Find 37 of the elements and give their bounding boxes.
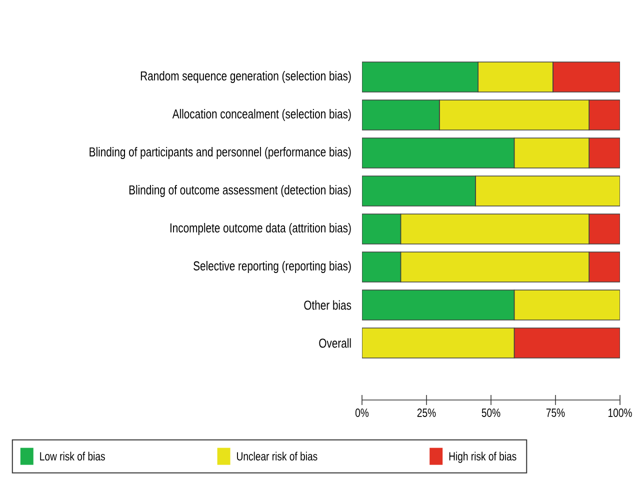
- y-tick-label: Selective reporting (reporting bias): [194, 260, 351, 274]
- bar: [514, 328, 620, 358]
- bar: [588, 252, 620, 282]
- bar: [475, 176, 620, 206]
- bar: [514, 138, 590, 168]
- y-tick-label: Incomplete outcome data (attrition bias): [170, 222, 351, 236]
- legend-label: High risk of bias: [449, 452, 516, 463]
- y-tick-label: Allocation concealment (selection bias): [172, 108, 351, 122]
- legend-label: Low risk of bias: [40, 452, 105, 461]
- y-tick-label: Other bias: [304, 300, 352, 310]
- bar: [362, 252, 402, 282]
- bar: [588, 138, 620, 168]
- bar: [400, 214, 590, 244]
- bar: [400, 252, 590, 282]
- bar: [362, 176, 476, 206]
- bar: [362, 62, 478, 92]
- bar: [588, 100, 620, 130]
- bar: [362, 100, 440, 130]
- y-tick-label: Blinding of outcome assessment (detection bias): [129, 184, 351, 198]
- legend-label: Unclear risk of bias: [237, 452, 318, 461]
- y-tick-label: Random sequence generation (selection bias): [140, 70, 351, 84]
- bar: [362, 138, 515, 168]
- bar: [552, 62, 620, 92]
- bar: [478, 62, 554, 92]
- y-tick-label: Blinding of participants and personnel (performance bias): [90, 146, 351, 160]
- y-tick-label: Overall: [319, 338, 351, 348]
- x-tick-label: 100%: [608, 408, 632, 417]
- x-tick-label: 25%: [417, 408, 436, 417]
- bar: [362, 214, 402, 244]
- bar: [362, 290, 515, 320]
- bar: [439, 100, 590, 130]
- bar: [514, 290, 620, 320]
- x-tick-label: 50%: [482, 408, 500, 417]
- bar: [362, 328, 515, 358]
- x-tick-label: 75%: [546, 408, 565, 417]
- bar: [588, 214, 620, 244]
- x-tick-label: 0%: [355, 408, 369, 417]
